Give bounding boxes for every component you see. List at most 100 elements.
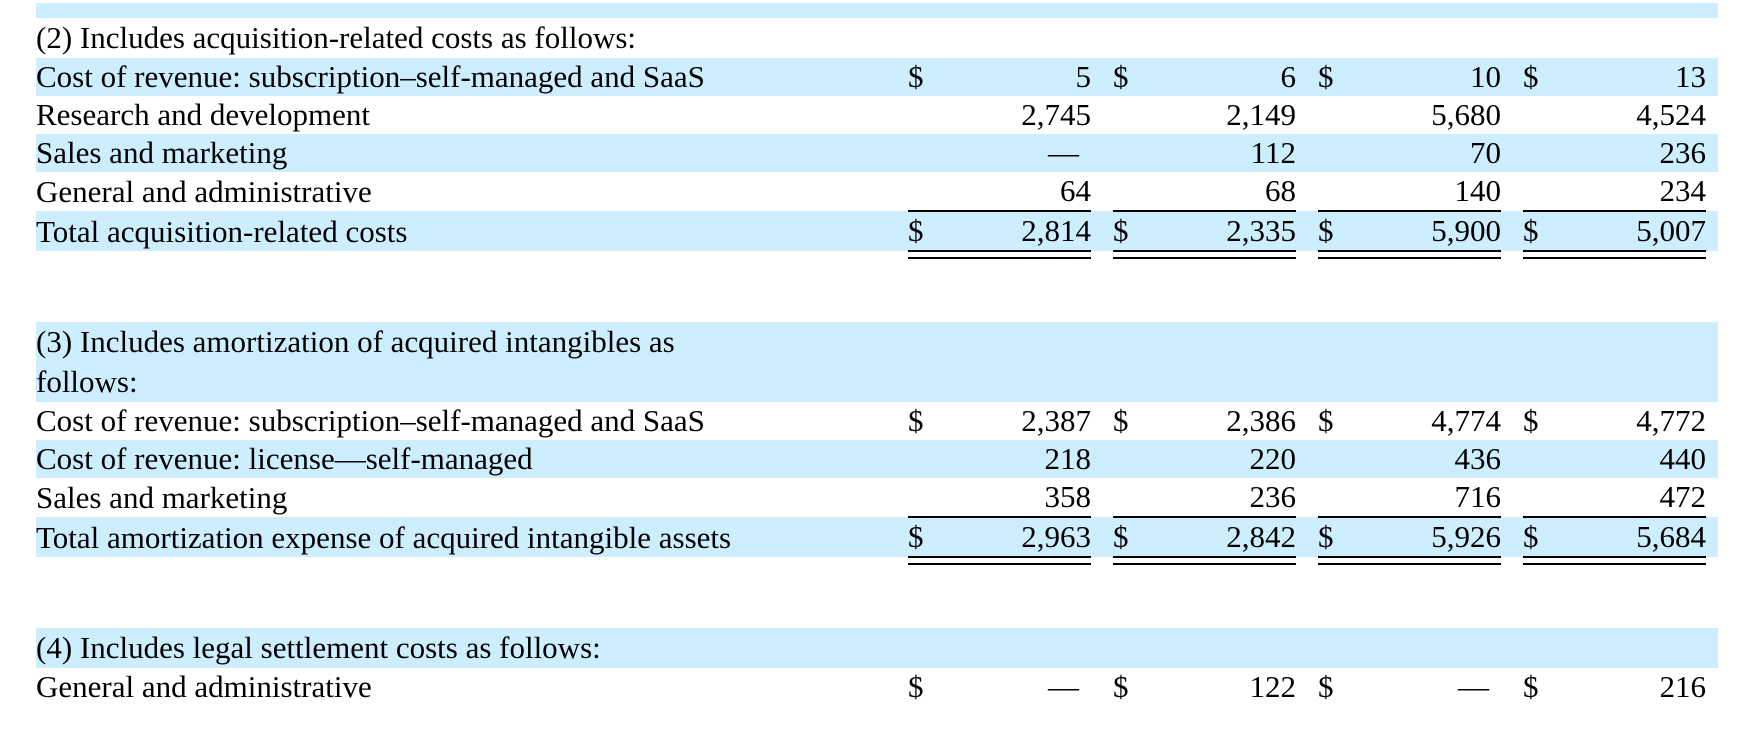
value-cell: 4,772: [1636, 403, 1706, 438]
table-body: (2) Includes acquisition-related costs a…: [36, 3, 1718, 706]
currency-symbol: [1113, 96, 1158, 134]
currency-symbol: $: [1113, 403, 1129, 438]
currency-symbol: [1523, 440, 1568, 478]
currency-symbol: $: [908, 211, 953, 252]
column-gutter: [1296, 402, 1318, 440]
double-rule-row: [36, 557, 1718, 565]
currency-symbol: [1318, 172, 1363, 212]
currency-symbol: [1318, 440, 1363, 478]
value-cell: 140: [1363, 172, 1501, 212]
currency-symbol: [908, 478, 953, 518]
value-cell: 13: [1568, 58, 1706, 96]
value-cell: 5,900: [1363, 211, 1501, 252]
table-row: Research and development 2,745 2,149 5,680 4…: [36, 96, 1718, 134]
value-cell: —: [1458, 669, 1489, 704]
rule-spacer: [1706, 251, 1718, 258]
rule-line: [1568, 557, 1706, 565]
rule-spacer: [1501, 251, 1523, 258]
section-header-text: follows:: [36, 364, 138, 399]
column-gutter: [1091, 96, 1113, 134]
currency-symbol: [1523, 96, 1568, 134]
rule-line: [1158, 251, 1296, 259]
row-label: Cost of revenue: subscription–self-manag…: [36, 58, 886, 96]
column-gutter: [886, 440, 908, 478]
column-gutter: [1501, 440, 1523, 478]
rule-spacer: [886, 251, 908, 258]
value-cell: 220: [1158, 440, 1296, 478]
right-pad: [1706, 134, 1718, 172]
value-cell: 2,149: [1226, 97, 1296, 132]
row-label: General and administrative: [36, 174, 372, 209]
currency-symbol: [908, 440, 953, 478]
section-header-row: (4) Includes legal settlement costs as f…: [36, 628, 1718, 668]
top-strip-cell: [36, 3, 1718, 18]
column-gutter: [886, 478, 908, 517]
currency-symbol: $: [1523, 517, 1568, 558]
value-cell: 10: [1363, 58, 1501, 96]
column-gutter: [1296, 58, 1318, 96]
column-gutter: [886, 517, 908, 557]
value-cell: 2,842: [1158, 517, 1296, 558]
currency-symbol: [1113, 478, 1158, 518]
rule-spacer: [1706, 557, 1718, 564]
column-gutter: [1296, 517, 1318, 557]
value-cell: 4,524: [1636, 97, 1706, 132]
rule-line: [953, 557, 1091, 565]
right-pad: [1706, 96, 1718, 134]
column-gutter: [886, 211, 908, 251]
column-gutter: [1501, 58, 1523, 96]
table-row: Cost of revenue: license—self-managed 218…: [36, 440, 1718, 478]
value-cell: 5,007: [1568, 211, 1706, 252]
row-label: Total amortization expense of acquired i…: [36, 517, 886, 557]
currency-symbol: $: [1523, 211, 1568, 252]
section-header-text: (2) Includes acquisition-related costs a…: [36, 20, 637, 55]
rule-spacer: [36, 557, 886, 564]
currency-symbol: [1113, 172, 1158, 212]
column-gutter: [1296, 172, 1318, 211]
row-label: Cost of revenue: subscription–self-manag…: [36, 403, 705, 438]
column-gutter: [1091, 134, 1113, 172]
column-gutter: [1501, 96, 1523, 134]
value-cell: 2,335: [1158, 211, 1296, 252]
rule-line: [1318, 251, 1363, 259]
currency-symbol: [908, 134, 953, 172]
column-gutter: [1501, 478, 1523, 517]
section-header-row: (2) Includes acquisition-related costs a…: [36, 18, 1718, 58]
rule-line: [1523, 251, 1568, 259]
right-pad: [1706, 211, 1718, 251]
value-cell: 218: [953, 440, 1091, 478]
value-cell: 64: [953, 172, 1091, 212]
row-label: Research and development: [36, 97, 370, 132]
rule-line: [1523, 557, 1568, 565]
table-row: Total amortization expense of acquired i…: [36, 517, 1718, 558]
column-gutter: [886, 172, 908, 211]
value-cell: 5,684: [1568, 517, 1706, 558]
top-strip-row: [36, 3, 1718, 18]
column-gutter: [886, 134, 908, 172]
column-gutter: [1296, 440, 1318, 478]
value-cell: 472: [1568, 478, 1706, 518]
currency-symbol: $: [908, 517, 953, 558]
value-cell: 5: [953, 58, 1091, 96]
rule-spacer: [1501, 557, 1523, 564]
value-cell: 2,963: [953, 517, 1091, 558]
rule-spacer: [1296, 251, 1318, 258]
value-cell: 2,814: [953, 211, 1091, 252]
section-header-text: (4) Includes legal settlement costs as f…: [36, 630, 601, 665]
value-cell: 5,680: [1431, 97, 1501, 132]
right-pad: [1706, 402, 1718, 440]
column-gutter: [1296, 96, 1318, 134]
right-pad: [1706, 517, 1718, 557]
rule-spacer: [1091, 251, 1113, 258]
table-row: General and administrative $ — $122 $ — $216: [36, 668, 1718, 706]
right-pad: [1706, 440, 1718, 478]
column-gutter: [1296, 668, 1318, 706]
section-gap-cell: [36, 564, 1718, 628]
rule-line: [1113, 251, 1158, 259]
currency-symbol: $: [1523, 669, 1539, 704]
column-gutter: [1091, 517, 1113, 557]
column-gutter: [886, 58, 908, 96]
table-row: Total acquisition-related costs $2,814 $2,…: [36, 211, 1718, 252]
rule-spacer: [1091, 557, 1113, 564]
table-row: Cost of revenue: subscription–self-manag…: [36, 402, 1718, 440]
